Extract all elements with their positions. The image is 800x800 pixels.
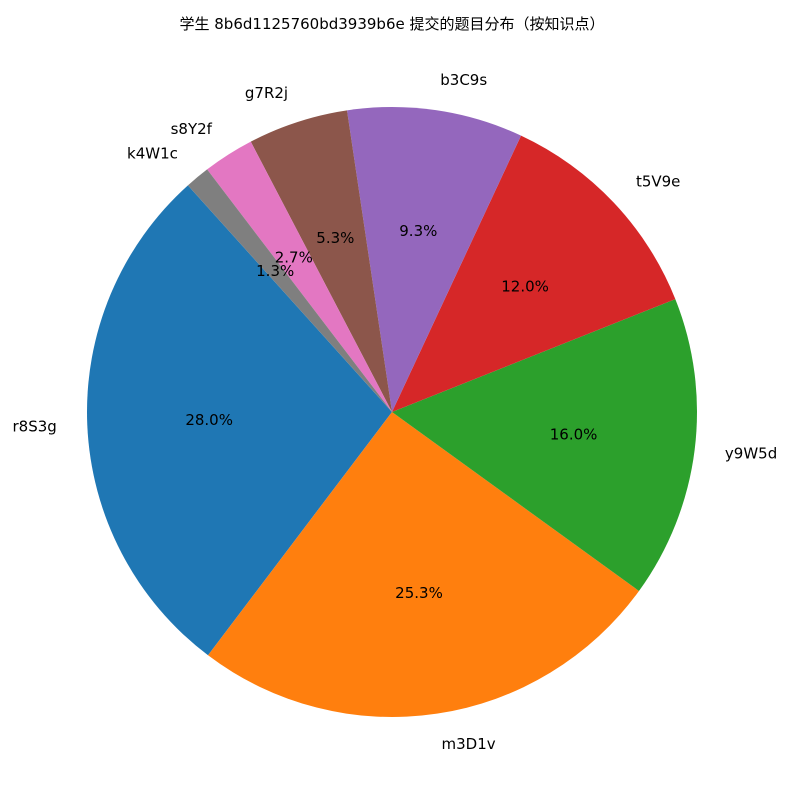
pie-slice-b3C9s xyxy=(346,107,522,412)
percent-label-m3D1v: 25.3% xyxy=(395,584,443,602)
chart-title: 学生 8b6d1125760bd3939b6e 提交的题目分布（按知识点） xyxy=(180,15,605,33)
category-label-b3C9s: b3C9s xyxy=(440,71,487,89)
percent-label-k4W1c: 1.3% xyxy=(256,262,294,280)
category-label-r8S3g: r8S3g xyxy=(13,417,57,435)
percent-label-s8Y2f: 2.7% xyxy=(275,249,313,267)
percent-label-r8S3g: 28.0% xyxy=(185,411,233,429)
pie-slice-s8Y2f xyxy=(207,141,392,412)
percent-labels: 28.0% 25.3% 16.0% 12.0% 9.3% 5.3%2.7%1.3% xyxy=(185,222,597,602)
pie-slices xyxy=(87,107,698,718)
pie-slice-k4W1c xyxy=(187,169,392,412)
pie-slice-r8S3g xyxy=(87,185,392,656)
pie-slice-y9W5d xyxy=(392,299,698,591)
pie-slice-m3D1v xyxy=(208,412,639,718)
category-label-g7R2j: g7R2j xyxy=(245,84,288,102)
percent-label-y9W5d: 16.0% xyxy=(550,426,598,444)
percent-label-g7R2j: 5.3% xyxy=(316,229,354,247)
pie-slice-t5V9e xyxy=(392,135,676,412)
category-label-m3D1v: m3D1v xyxy=(442,735,496,753)
percent-label-t5V9e: 12.0% xyxy=(501,277,549,295)
category-label-k4W1c: k4W1c xyxy=(127,145,178,163)
category-label-t5V9e: t5V9e xyxy=(636,173,680,191)
pie-slice-g7R2j xyxy=(250,110,392,412)
category-label-s8Y2f: s8Y2f xyxy=(171,120,213,138)
percent-label-b3C9s: 9.3% xyxy=(399,222,437,240)
category-labels: r8S3g m3D1v y9W5d t5V9e b3C9s g7R2j s8Y2f k4W1c xyxy=(13,71,778,753)
category-label-y9W5d: y9W5d xyxy=(725,444,777,462)
